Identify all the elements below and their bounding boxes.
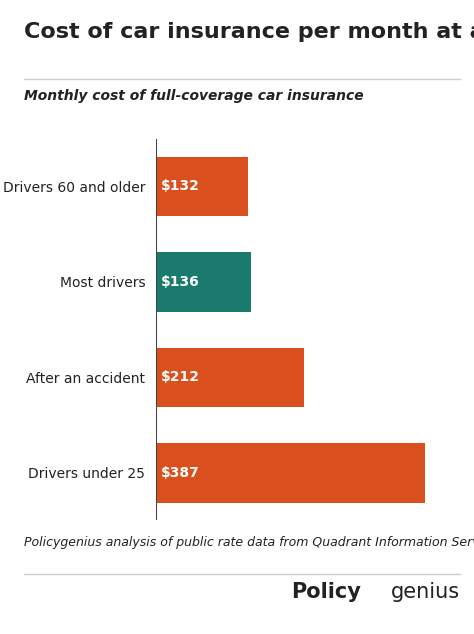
Text: Cost of car insurance per month at a glance: Cost of car insurance per month at a gla…	[24, 22, 474, 42]
Text: $132: $132	[161, 179, 200, 193]
Bar	[156, 157, 248, 216]
Text: Policy: Policy	[292, 582, 361, 602]
Text: Policygenius analysis of public rate data from Quadrant Information Services: Policygenius analysis of public rate dat…	[24, 536, 474, 549]
Text: $136: $136	[161, 275, 200, 289]
Bar	[156, 252, 251, 311]
Text: $212: $212	[161, 370, 200, 384]
Text: $387: $387	[161, 466, 200, 480]
Bar	[156, 443, 425, 503]
Text: genius: genius	[391, 582, 460, 602]
Text: Monthly cost of full-coverage car insurance: Monthly cost of full-coverage car insura…	[24, 89, 364, 103]
Bar	[156, 348, 304, 407]
